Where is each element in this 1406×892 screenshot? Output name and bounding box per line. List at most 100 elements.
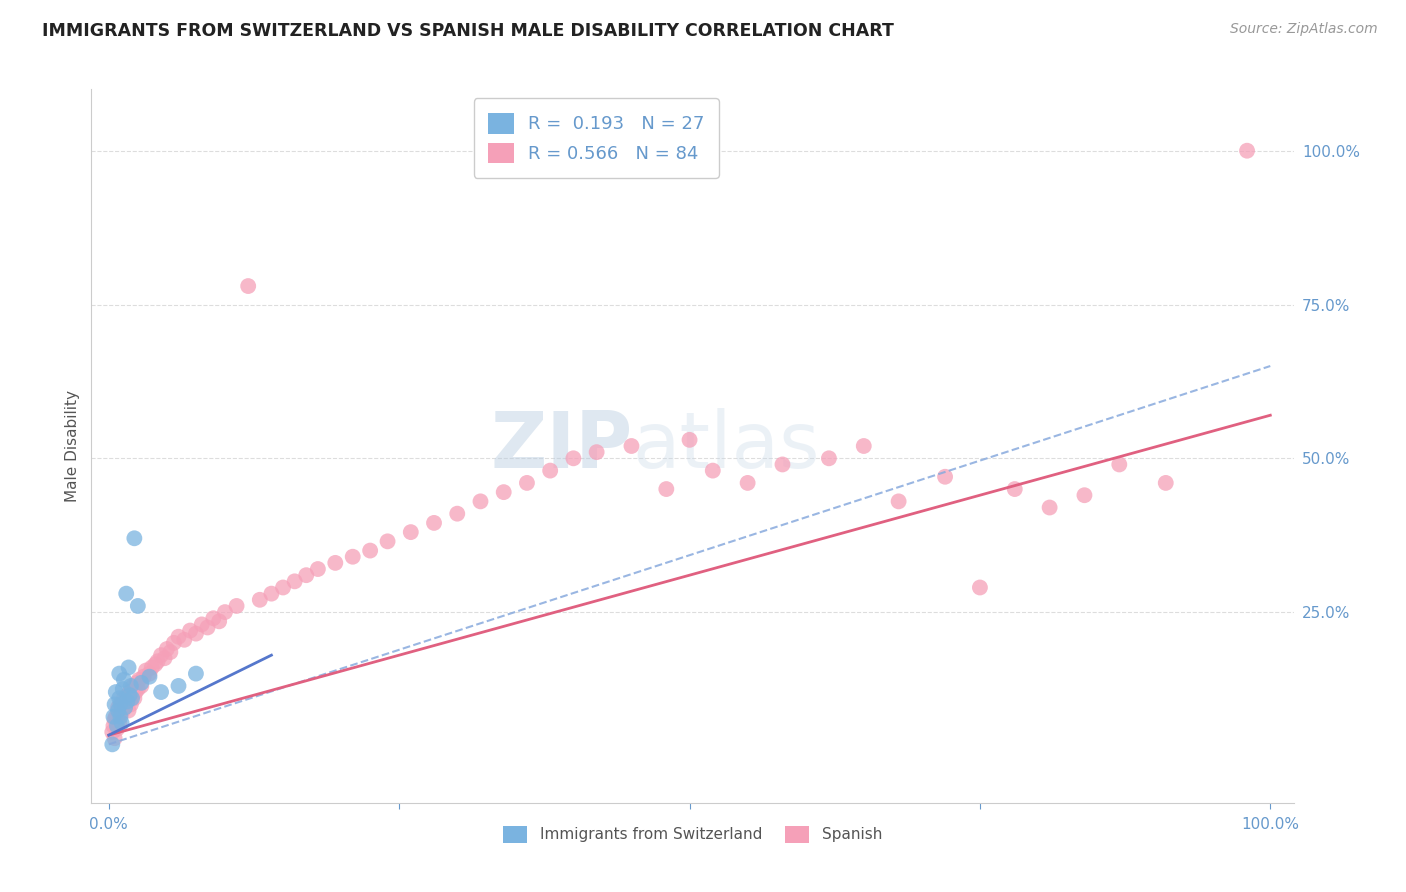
Legend: Immigrants from Switzerland, Spanish: Immigrants from Switzerland, Spanish bbox=[496, 820, 889, 848]
Point bbox=[969, 581, 991, 595]
Point bbox=[110, 709, 132, 723]
Point bbox=[110, 715, 132, 730]
Point bbox=[446, 507, 468, 521]
Point bbox=[108, 666, 131, 681]
Point bbox=[271, 581, 294, 595]
Point bbox=[260, 587, 283, 601]
Point bbox=[105, 722, 128, 736]
Point bbox=[737, 475, 759, 490]
Point bbox=[101, 725, 124, 739]
Point bbox=[112, 691, 135, 706]
Point bbox=[214, 605, 236, 619]
Point bbox=[110, 698, 132, 712]
Point bbox=[104, 713, 127, 727]
Point bbox=[934, 469, 956, 483]
Point bbox=[156, 642, 179, 657]
Point bbox=[132, 670, 155, 684]
Point bbox=[470, 494, 492, 508]
Point bbox=[284, 574, 307, 589]
Point bbox=[818, 451, 841, 466]
Point bbox=[111, 704, 134, 718]
Point bbox=[125, 676, 148, 690]
Point bbox=[887, 494, 910, 508]
Point bbox=[173, 632, 195, 647]
Point bbox=[120, 698, 142, 712]
Point bbox=[492, 485, 515, 500]
Point bbox=[105, 719, 128, 733]
Point bbox=[117, 694, 139, 708]
Point bbox=[128, 673, 150, 687]
Point bbox=[122, 679, 145, 693]
Point bbox=[108, 691, 131, 706]
Point bbox=[104, 685, 127, 699]
Point bbox=[1039, 500, 1062, 515]
Point bbox=[399, 525, 422, 540]
Point bbox=[143, 657, 166, 672]
Point bbox=[103, 719, 125, 733]
Point bbox=[620, 439, 643, 453]
Point bbox=[108, 715, 131, 730]
Point bbox=[167, 679, 190, 693]
Point bbox=[124, 691, 146, 706]
Point bbox=[702, 464, 724, 478]
Point bbox=[197, 620, 219, 634]
Point bbox=[117, 688, 139, 702]
Point bbox=[101, 737, 124, 751]
Y-axis label: Male Disability: Male Disability bbox=[65, 390, 80, 502]
Point bbox=[190, 617, 212, 632]
Point bbox=[585, 445, 607, 459]
Point bbox=[111, 681, 134, 696]
Point bbox=[307, 562, 329, 576]
Point bbox=[772, 458, 794, 472]
Text: ZIP: ZIP bbox=[491, 408, 633, 484]
Point bbox=[238, 279, 260, 293]
Point bbox=[159, 645, 181, 659]
Point bbox=[141, 660, 163, 674]
Point bbox=[127, 681, 149, 696]
Point bbox=[150, 685, 173, 699]
Point bbox=[225, 599, 247, 613]
Point bbox=[249, 592, 271, 607]
Point bbox=[1236, 144, 1258, 158]
Point bbox=[110, 706, 132, 721]
Point bbox=[120, 679, 142, 693]
Point bbox=[208, 615, 231, 629]
Text: Source: ZipAtlas.com: Source: ZipAtlas.com bbox=[1230, 22, 1378, 37]
Text: IMMIGRANTS FROM SWITZERLAND VS SPANISH MALE DISABILITY CORRELATION CHART: IMMIGRANTS FROM SWITZERLAND VS SPANISH M… bbox=[42, 22, 894, 40]
Point bbox=[124, 531, 146, 545]
Point bbox=[110, 698, 132, 712]
Point bbox=[150, 648, 173, 662]
Point bbox=[104, 709, 127, 723]
Point bbox=[184, 626, 207, 640]
Point bbox=[112, 673, 135, 687]
Point bbox=[163, 636, 186, 650]
Point bbox=[1154, 475, 1177, 490]
Point bbox=[295, 568, 318, 582]
Point bbox=[179, 624, 201, 638]
Point bbox=[852, 439, 875, 453]
Point bbox=[118, 688, 141, 702]
Point bbox=[135, 664, 157, 678]
Point bbox=[1073, 488, 1095, 502]
Point bbox=[342, 549, 364, 564]
Point bbox=[153, 651, 176, 665]
Point bbox=[184, 666, 207, 681]
Point bbox=[117, 704, 139, 718]
Point bbox=[124, 685, 146, 699]
Point bbox=[516, 475, 538, 490]
Point bbox=[138, 670, 160, 684]
Point bbox=[377, 534, 399, 549]
Point bbox=[678, 433, 700, 447]
Point bbox=[127, 599, 149, 613]
Point bbox=[538, 464, 561, 478]
Point bbox=[107, 700, 129, 714]
Point bbox=[104, 698, 127, 712]
Point bbox=[121, 688, 143, 702]
Point bbox=[423, 516, 446, 530]
Point bbox=[138, 666, 160, 681]
Point bbox=[117, 660, 139, 674]
Text: atlas: atlas bbox=[633, 408, 820, 484]
Point bbox=[323, 556, 346, 570]
Point bbox=[115, 587, 138, 601]
Point bbox=[167, 630, 190, 644]
